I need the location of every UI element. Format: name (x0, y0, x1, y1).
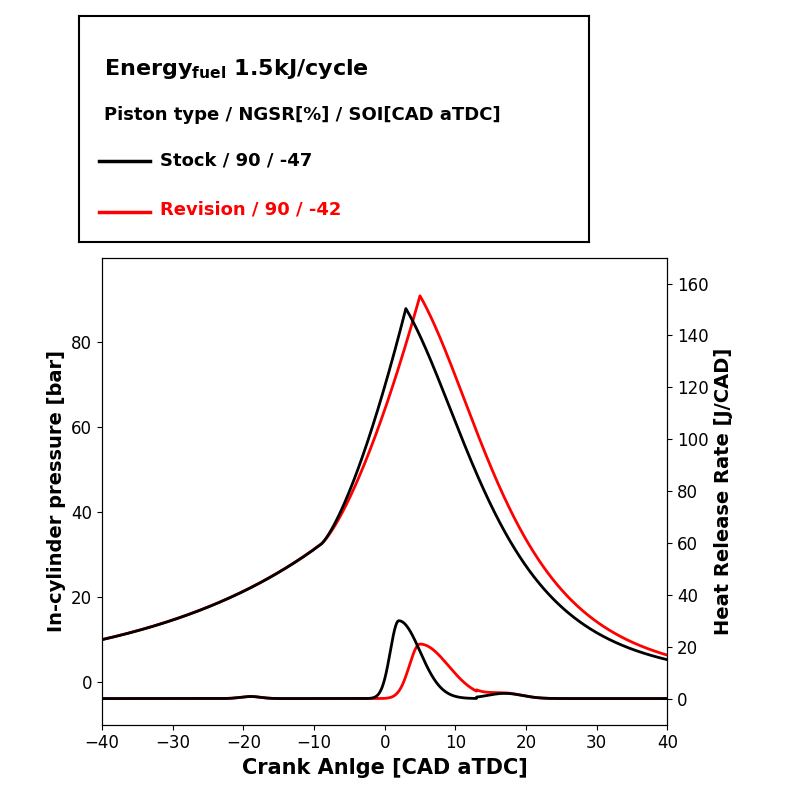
Text: $\mathbf{Energy_{fuel}}$ $\mathbf{1.5kJ/cycle}$: $\mathbf{Energy_{fuel}}$ $\mathbf{1.5kJ/… (104, 56, 369, 80)
Y-axis label: Heat Release Rate [J/CAD]: Heat Release Rate [J/CAD] (714, 348, 733, 634)
X-axis label: Crank Anlge [CAD aTDC]: Crank Anlge [CAD aTDC] (242, 758, 528, 778)
Text: Piston type / NGSR[%] / SOI[CAD aTDC]: Piston type / NGSR[%] / SOI[CAD aTDC] (104, 106, 501, 124)
Text: Revision / 90 / -42: Revision / 90 / -42 (160, 201, 341, 219)
Text: Stock / 90 / -47: Stock / 90 / -47 (160, 151, 312, 169)
Y-axis label: In-cylinder pressure [bar]: In-cylinder pressure [bar] (46, 350, 66, 632)
